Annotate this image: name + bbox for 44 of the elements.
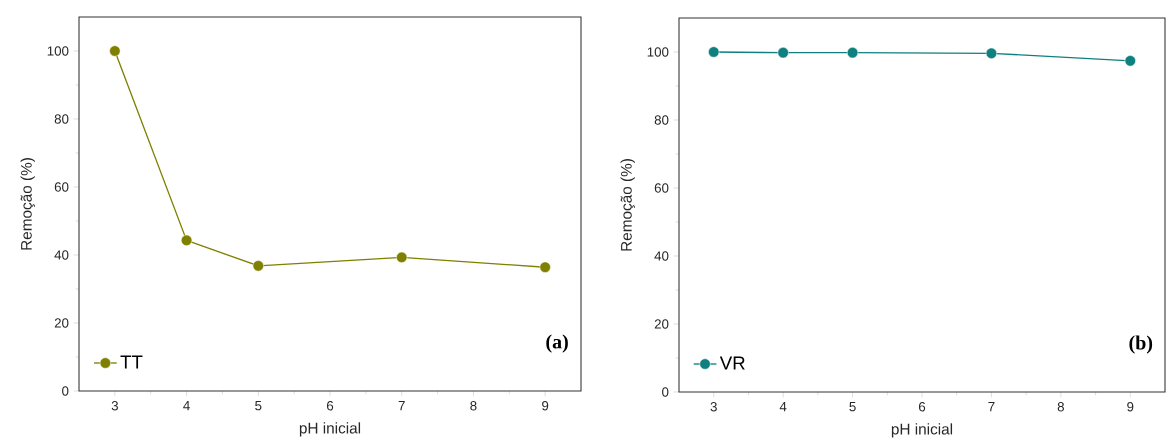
x-tick-label: 6 xyxy=(326,401,334,411)
point xyxy=(846,47,859,59)
y-tick-label: 20 xyxy=(54,318,69,328)
point xyxy=(539,261,551,273)
point xyxy=(708,46,720,58)
y-axis-title: Remoção (%) xyxy=(620,159,635,251)
x-axis-title: pH inicial xyxy=(891,423,953,438)
y-tick-label: 0 xyxy=(662,387,669,397)
x-tick-label: 5 xyxy=(849,402,856,412)
y-tick-label: 80 xyxy=(54,114,69,124)
annotation: (a) xyxy=(546,334,568,353)
x-tick-label: 9 xyxy=(1127,402,1134,412)
x-tick-label: 6 xyxy=(918,402,926,412)
legend-label: TT xyxy=(120,355,143,369)
x-tick-label: 4 xyxy=(779,402,787,412)
y-tick-label: 0 xyxy=(62,386,69,396)
x-tick-label: 8 xyxy=(470,401,477,411)
x-tick-label: 7 xyxy=(398,401,405,411)
annotation: (b) xyxy=(1129,335,1153,354)
point xyxy=(109,45,121,57)
x-tick-label: 4 xyxy=(183,401,190,411)
y-axis-title: Remoção (%) xyxy=(20,158,35,250)
x-tick-label: 7 xyxy=(988,402,995,412)
point xyxy=(985,47,998,59)
y-tick-label: 100 xyxy=(647,47,669,57)
y-tick-label: 60 xyxy=(654,183,669,193)
y-tick-label: 60 xyxy=(54,182,69,192)
y-tick-label: 100 xyxy=(47,46,69,56)
point xyxy=(252,260,264,272)
x-axis-title: pH inicial xyxy=(299,422,361,437)
x-tick-label: 8 xyxy=(1057,402,1064,412)
point xyxy=(777,47,789,59)
y-tick-label: 80 xyxy=(654,115,669,125)
point xyxy=(396,251,408,263)
y-tick-label: 20 xyxy=(654,319,669,329)
y-tick-label: 40 xyxy=(654,251,669,261)
x-tick-label: 3 xyxy=(710,402,717,412)
x-tick-label: 5 xyxy=(255,401,262,411)
legend-label: VR xyxy=(719,356,745,370)
point xyxy=(1124,55,1136,67)
x-tick-label: 9 xyxy=(542,401,549,411)
x-tick-label: 3 xyxy=(111,401,118,411)
y-tick-label: 40 xyxy=(54,250,69,260)
point xyxy=(180,234,193,246)
